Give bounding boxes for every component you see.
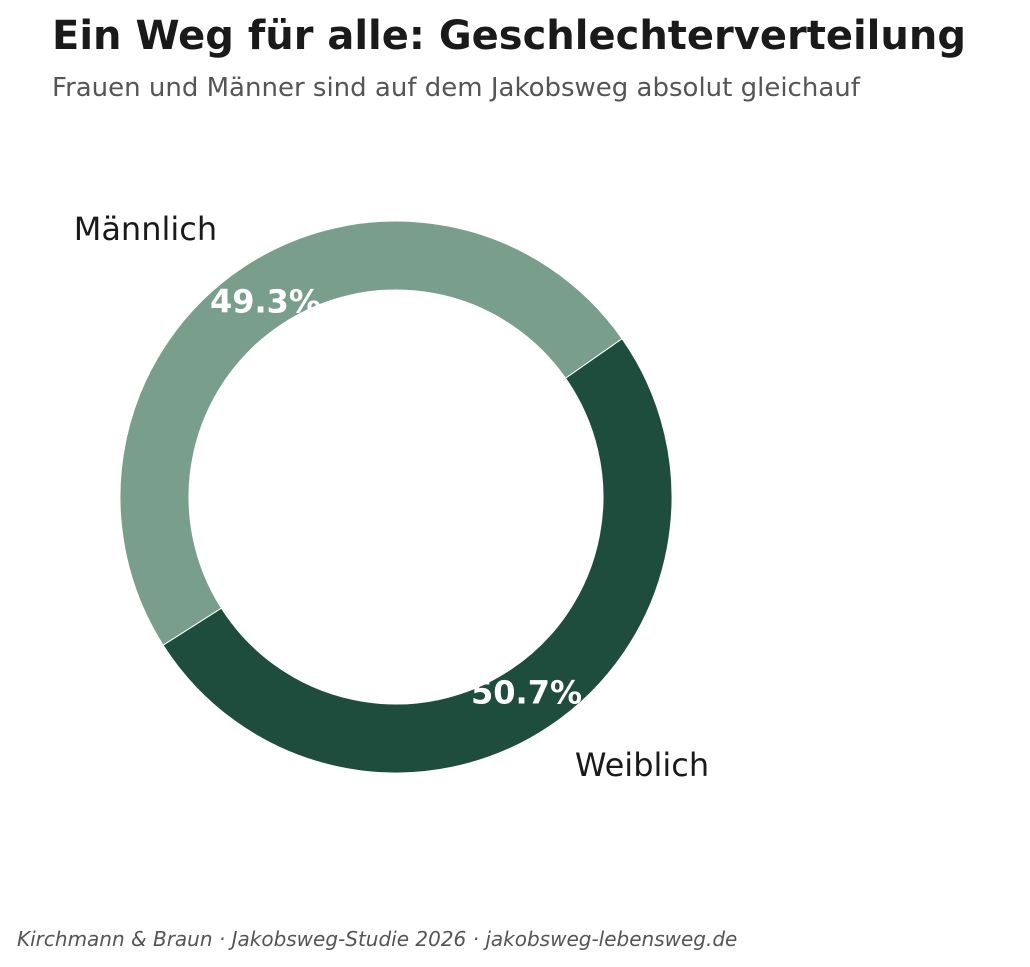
category-label-maennlich: Männlich — [74, 210, 217, 248]
value-label-weiblich: 50.7% — [471, 673, 582, 711]
category-label-weiblich: Weiblich — [575, 746, 709, 784]
donut-slices — [119, 220, 673, 774]
chart-subtitle: Frauen und Männer sind auf dem Jakobsweg… — [52, 73, 860, 103]
slice-maennlich — [119, 220, 623, 646]
chart-title: Ein Weg für alle: Geschlechterverteilung — [52, 13, 966, 59]
source-footer: Kirchmann & Braun · Jakobsweg-Studie 202… — [17, 927, 738, 951]
value-label-maennlich: 49.3% — [210, 283, 321, 321]
slice-weiblich — [162, 337, 673, 774]
donut-labels: 49.3% Männlich 50.7% Weiblich — [74, 210, 709, 784]
